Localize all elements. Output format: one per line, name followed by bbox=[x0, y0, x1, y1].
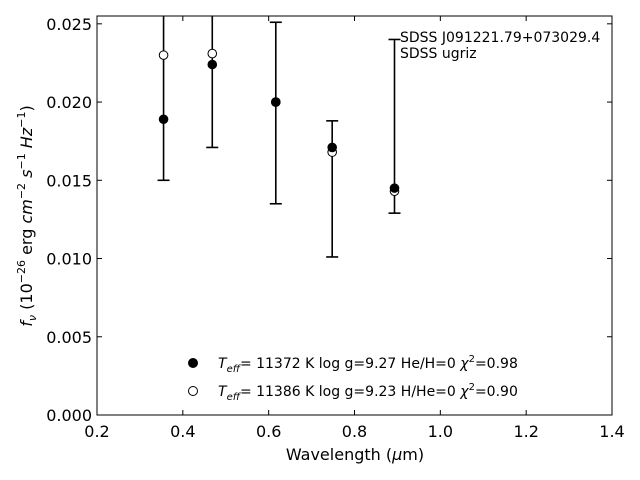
annotation-line-2: SDSS ugriz bbox=[400, 46, 477, 62]
data-points bbox=[158, 48, 400, 197]
x-tick-label: 0.4 bbox=[170, 422, 195, 441]
x-tick-label: 0.8 bbox=[342, 422, 367, 441]
point-filled bbox=[270, 97, 281, 107]
point-open bbox=[158, 50, 169, 60]
x-tick-label: 0.6 bbox=[256, 422, 281, 441]
y-axis-label: fν (10−26 erg cm−2 s−1 Hz−1) bbox=[15, 105, 39, 326]
object-annotation: SDSS J091221.79+073029.4 SDSS ugriz bbox=[400, 30, 600, 62]
x-axis-label: Wavelength (μm) bbox=[286, 445, 424, 464]
legend-label-filled: Teff= 11372 K log g=9.27 He/H=0 χ2=0.98 bbox=[218, 354, 518, 375]
axis-ticks bbox=[96, 16, 613, 416]
x-tick-label: 1.4 bbox=[599, 422, 624, 441]
y-tick-label: 0.025 bbox=[46, 15, 92, 34]
point-open bbox=[207, 48, 218, 59]
error-bars bbox=[157, 16, 401, 258]
legend-entry-filled: Teff= 11372 K log g=9.27 He/H=0 χ2=0.98 bbox=[188, 354, 518, 375]
legend-label-open: Teff= 11386 K log g=9.23 H/He=0 χ2=0.90 bbox=[218, 382, 518, 403]
x-tick-labels: 0.2 0.4 0.6 0.8 1.0 1.2 1.4 bbox=[84, 422, 624, 441]
annotation-line-1: SDSS J091221.79+073029.4 bbox=[400, 30, 600, 46]
point-filled bbox=[158, 114, 169, 125]
y-tick-label: 0.015 bbox=[46, 171, 92, 190]
x-tick-label: 1.2 bbox=[513, 422, 538, 441]
x-tick-label: 1.0 bbox=[428, 422, 453, 441]
legend-marker-filled bbox=[188, 358, 198, 368]
y-tick-labels: 0.000 0.005 0.010 0.015 0.020 0.025 bbox=[46, 15, 92, 425]
point-filled bbox=[389, 183, 400, 193]
y-tick-label: 0.000 bbox=[46, 406, 92, 425]
y-tick-label: 0.020 bbox=[46, 93, 92, 112]
point-filled bbox=[207, 59, 218, 70]
point-filled bbox=[327, 142, 337, 153]
legend-marker-open bbox=[188, 386, 198, 396]
y-tick-label: 0.010 bbox=[46, 250, 92, 269]
legend-entry-open: Teff= 11386 K log g=9.23 H/He=0 χ2=0.90 bbox=[188, 382, 518, 403]
x-tick-label: 0.2 bbox=[84, 422, 109, 441]
legend: Teff= 11372 K log g=9.27 He/H=0 χ2=0.98 … bbox=[188, 354, 518, 403]
y-tick-label: 0.005 bbox=[46, 328, 92, 347]
